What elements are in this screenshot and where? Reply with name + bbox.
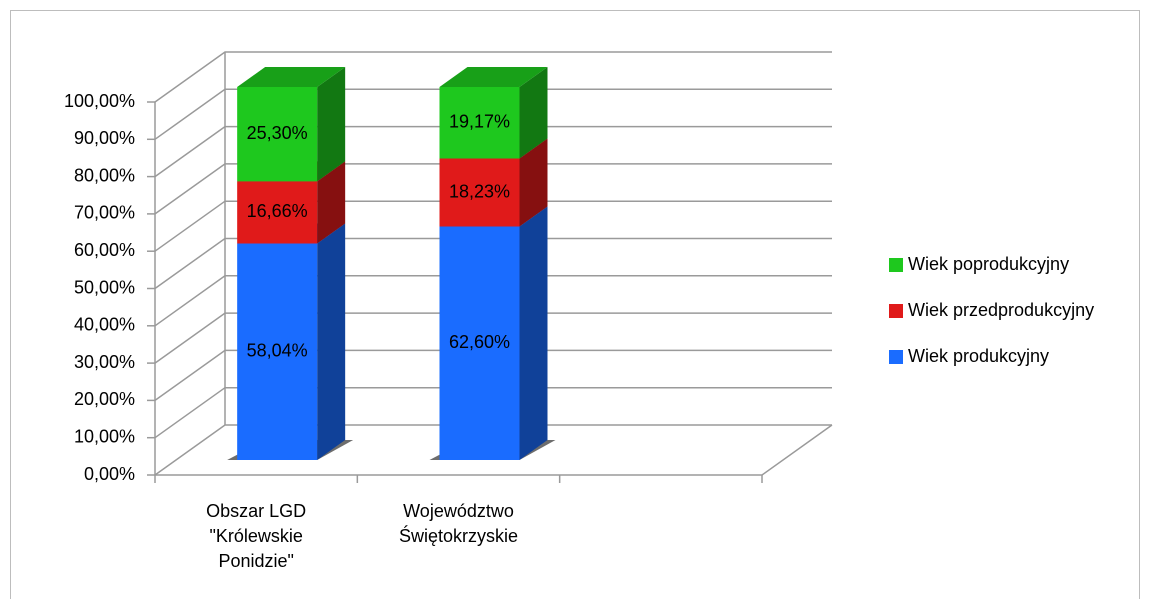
grid-line	[154, 125, 832, 178]
x-tick-label: Ponidzie"	[218, 551, 293, 571]
y-tick-label: 50,00%	[74, 277, 135, 297]
x-tick-label: Obszar LGD	[206, 501, 306, 521]
bar-side	[519, 67, 548, 159]
x-tick-label: "Królewskie	[209, 526, 302, 546]
y-tick-label: 90,00%	[74, 128, 135, 148]
bar-side	[317, 67, 346, 182]
bar	[237, 87, 318, 182]
bar	[237, 243, 318, 460]
grid-line	[154, 312, 832, 364]
bar	[439, 87, 520, 159]
data-label: 18,23%	[449, 181, 510, 201]
grid-line	[154, 163, 832, 215]
y-tick-label: 20,00%	[74, 389, 135, 409]
data-label: 16,66%	[247, 201, 308, 221]
bar	[439, 158, 520, 227]
bar-side	[519, 138, 548, 227]
y-tick-label: 80,00%	[74, 165, 135, 185]
grid-line	[154, 424, 832, 476]
grid-line	[154, 51, 832, 103]
legend-label: Wiek poprodukcyjny	[908, 254, 1069, 274]
y-tick-label: 30,00%	[74, 352, 135, 372]
bar-top	[439, 67, 548, 87]
bar-side	[519, 206, 548, 460]
y-tick-label: 0,00%	[84, 464, 135, 484]
x-tick-label: Województwo	[403, 501, 514, 521]
chart-border	[10, 10, 1140, 599]
grid-line	[154, 275, 832, 327]
data-label: 58,04%	[247, 341, 308, 361]
legend-swatch	[889, 304, 903, 318]
y-tick-label: 40,00%	[74, 315, 135, 335]
bar	[439, 226, 520, 460]
legend-label: Wiek przedprodukcyjny	[908, 300, 1094, 320]
grid-line	[154, 200, 832, 252]
bar-side	[317, 223, 346, 460]
grid-line	[154, 349, 832, 402]
bar-top	[237, 67, 346, 87]
grid-line	[154, 237, 832, 290]
bar-side	[317, 161, 346, 244]
legend-label: Wiek produkcyjny	[908, 346, 1049, 366]
grid-line	[154, 386, 832, 439]
y-tick-label: 100,00%	[64, 91, 135, 111]
grid-line	[154, 88, 832, 140]
data-label: 62,60%	[449, 332, 510, 352]
y-tick-label: 60,00%	[74, 240, 135, 260]
y-tick-label: 70,00%	[74, 203, 135, 223]
x-tick-label: Świętokrzyskie	[399, 525, 518, 546]
data-label: 25,30%	[247, 123, 308, 143]
y-tick-label: 10,00%	[74, 426, 135, 446]
data-label: 19,17%	[449, 112, 510, 132]
bar	[237, 181, 318, 244]
legend-swatch	[889, 350, 903, 364]
legend-swatch	[889, 258, 903, 272]
